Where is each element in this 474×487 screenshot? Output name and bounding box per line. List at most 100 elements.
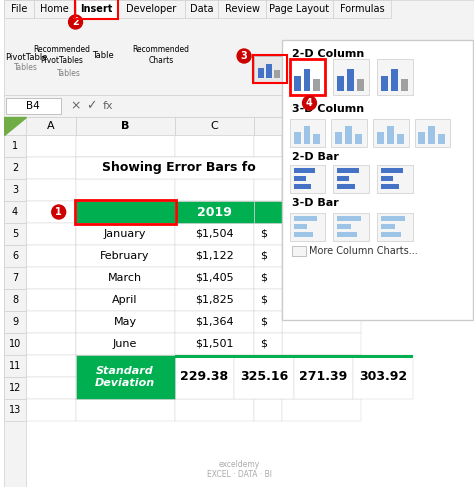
- Text: 303.92: 303.92: [359, 371, 407, 383]
- Circle shape: [302, 96, 317, 110]
- Text: Showing Error Bars fo: Showing Error Bars fo: [102, 162, 255, 174]
- Bar: [26, 223, 75, 245]
- Bar: [4, 311, 26, 333]
- Bar: [353, 355, 412, 399]
- Bar: [254, 377, 282, 399]
- Bar: [175, 135, 254, 157]
- Bar: [282, 245, 361, 267]
- Text: G: G: [317, 121, 326, 131]
- Text: 2019: 2019: [197, 206, 232, 219]
- Text: $1,122: $1,122: [195, 251, 234, 261]
- Text: 2: 2: [72, 17, 79, 27]
- Text: 2: 2: [12, 163, 18, 173]
- Text: $1,501: $1,501: [195, 339, 234, 349]
- Text: April: April: [112, 295, 138, 305]
- Bar: [4, 0, 34, 18]
- Bar: [381, 224, 395, 229]
- Bar: [293, 176, 306, 181]
- Bar: [337, 232, 357, 237]
- Bar: [175, 333, 254, 355]
- Text: $: $: [260, 339, 267, 349]
- Bar: [282, 40, 473, 320]
- Bar: [4, 267, 26, 289]
- Bar: [282, 355, 361, 377]
- Bar: [175, 201, 254, 223]
- Text: 271.39: 271.39: [299, 371, 347, 383]
- Bar: [381, 176, 393, 181]
- Bar: [75, 289, 175, 311]
- Text: 3: 3: [241, 51, 247, 61]
- Text: $1,405: $1,405: [195, 273, 234, 283]
- Text: B4: B4: [26, 101, 40, 111]
- Text: $1,364: $1,364: [195, 317, 234, 327]
- Bar: [75, 267, 175, 289]
- Bar: [357, 79, 364, 91]
- Bar: [4, 0, 474, 95]
- Bar: [337, 216, 361, 221]
- Bar: [254, 333, 282, 355]
- Bar: [258, 68, 264, 78]
- Bar: [254, 267, 282, 289]
- Bar: [290, 119, 325, 147]
- Text: 13: 13: [9, 405, 21, 415]
- Text: 6: 6: [12, 251, 18, 261]
- Text: 229.38: 229.38: [180, 371, 228, 383]
- Text: Review: Review: [225, 4, 260, 14]
- Bar: [117, 0, 184, 18]
- Text: A: A: [47, 121, 55, 131]
- Bar: [4, 135, 26, 487]
- Bar: [75, 245, 175, 267]
- Bar: [253, 55, 287, 83]
- Bar: [75, 311, 175, 333]
- Bar: [6, 98, 61, 114]
- Bar: [254, 201, 282, 223]
- Text: $: $: [260, 295, 267, 305]
- Bar: [331, 119, 367, 147]
- Bar: [303, 126, 310, 144]
- Bar: [75, 333, 175, 355]
- Bar: [377, 213, 412, 241]
- Text: $: $: [260, 229, 267, 239]
- Bar: [274, 70, 280, 78]
- Bar: [254, 267, 282, 289]
- Bar: [254, 399, 282, 421]
- Bar: [26, 201, 75, 223]
- Text: 325.16: 325.16: [240, 371, 288, 383]
- Text: $1,825: $1,825: [195, 295, 234, 305]
- Bar: [282, 289, 361, 311]
- Bar: [175, 267, 254, 289]
- Circle shape: [52, 205, 66, 219]
- Bar: [175, 355, 234, 399]
- Bar: [26, 179, 75, 201]
- Bar: [175, 355, 234, 358]
- Bar: [4, 179, 26, 201]
- Bar: [373, 119, 409, 147]
- Bar: [175, 333, 254, 355]
- Bar: [347, 69, 354, 91]
- Text: $: $: [260, 317, 267, 327]
- Bar: [282, 179, 361, 201]
- Text: exceldemy
EXCEL · DATA · BI: exceldemy EXCEL · DATA · BI: [207, 460, 272, 479]
- Bar: [335, 132, 342, 144]
- Bar: [254, 289, 282, 311]
- Bar: [254, 201, 282, 223]
- Bar: [381, 168, 402, 173]
- Bar: [26, 355, 75, 377]
- Bar: [254, 223, 282, 245]
- Bar: [75, 399, 175, 421]
- Text: 12: 12: [9, 383, 21, 393]
- Bar: [290, 165, 325, 193]
- Bar: [293, 76, 301, 91]
- Text: 1: 1: [55, 207, 62, 217]
- Bar: [75, 157, 175, 179]
- Circle shape: [69, 15, 82, 29]
- Bar: [282, 201, 361, 223]
- Bar: [401, 79, 408, 91]
- Bar: [282, 157, 361, 179]
- Text: 1: 1: [12, 141, 18, 151]
- Bar: [26, 157, 75, 179]
- Bar: [184, 0, 219, 18]
- Text: 8: 8: [12, 295, 18, 305]
- Bar: [175, 289, 254, 311]
- Bar: [175, 311, 254, 333]
